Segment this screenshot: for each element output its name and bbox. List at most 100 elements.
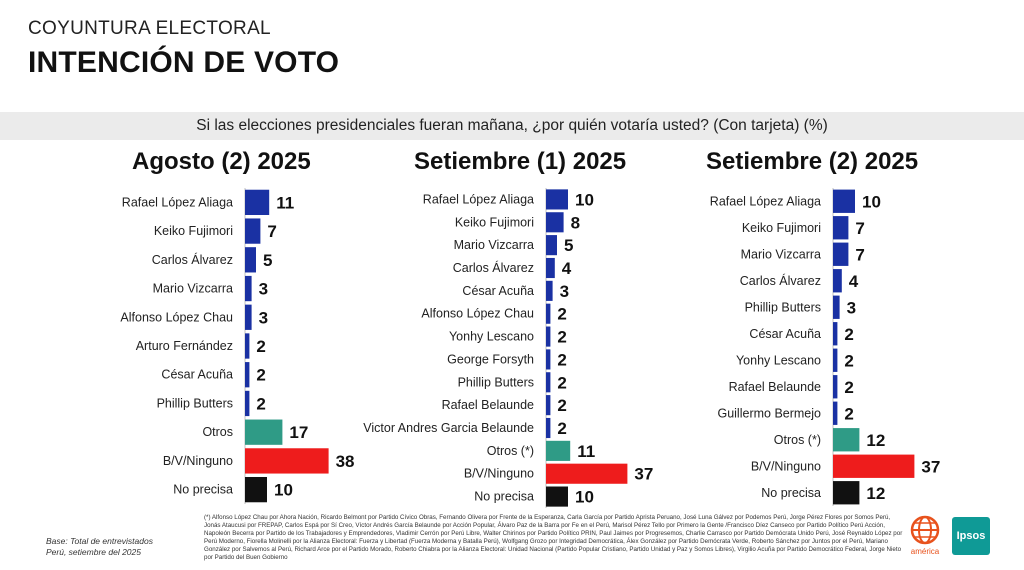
bar (245, 333, 250, 359)
bar (546, 349, 551, 370)
bar (833, 401, 838, 425)
category-label: Arturo Fernández (136, 339, 233, 353)
bar (245, 247, 256, 273)
category-label: Keiko Fujimori (742, 221, 821, 235)
data-label: 10 (575, 190, 594, 209)
data-label: 10 (274, 481, 293, 500)
chart-title: Setiembre (2) 2025 (706, 148, 919, 175)
bar (546, 417, 551, 439)
category-label: Phillip Butters (745, 300, 821, 314)
ipsos-logo: Ipsos (952, 517, 990, 555)
bar (833, 216, 849, 240)
data-label: 17 (289, 423, 308, 442)
category-label: No precisa (761, 486, 821, 500)
bar (546, 257, 555, 279)
data-label: 38 (336, 452, 355, 471)
bar (245, 419, 283, 445)
footnote: (*) Alfonso López Chau por Ahora Nación,… (204, 514, 903, 561)
category-label: No precisa (173, 483, 233, 497)
bar (833, 348, 838, 372)
category-label: Yonhy Lescano (449, 330, 534, 344)
data-label: 8 (571, 213, 580, 232)
category-label: Phillip Butters (458, 375, 534, 389)
data-label: 3 (560, 282, 569, 301)
data-label: 3 (259, 308, 268, 327)
data-label: 2 (844, 351, 853, 370)
bar (245, 189, 270, 216)
svg-text:américa: américa (911, 547, 940, 556)
base-note-line: Perú, setiembre del 2025 (46, 547, 141, 557)
data-label: 11 (577, 442, 595, 461)
bar (245, 362, 250, 388)
base-note-line: Base: Total de entrevistados (46, 536, 153, 546)
bar (245, 275, 252, 302)
category-label: Alfonso López Chau (421, 307, 534, 321)
bar (546, 463, 628, 484)
category-label: Mario Vizcarra (153, 282, 233, 296)
data-label: 4 (562, 259, 572, 278)
bar (833, 375, 838, 399)
bar (833, 295, 840, 319)
category-label: Otros (202, 425, 233, 439)
category-label: César Acuña (161, 368, 233, 382)
bar (546, 235, 557, 256)
data-label: 2 (844, 404, 853, 423)
bar-chart: Rafael López Aliaga 10 Keiko Fujimori 7 Mari… (710, 188, 940, 506)
data-label: 37 (921, 457, 940, 476)
bar (833, 428, 860, 452)
bar (833, 189, 855, 213)
data-label: 2 (256, 394, 265, 413)
data-label: 3 (847, 298, 856, 317)
data-label: 2 (256, 337, 265, 356)
bar (833, 322, 838, 346)
bar (546, 395, 551, 416)
data-label: 12 (866, 484, 885, 503)
category-label: B/V/Ninguno (163, 454, 233, 468)
category-label: Rafael Belaunde (729, 380, 821, 394)
data-label: 7 (855, 219, 864, 238)
data-label: 2 (557, 396, 566, 415)
bar (546, 280, 553, 301)
category-label: César Acuña (462, 284, 534, 298)
category-label: No precisa (474, 490, 534, 504)
america-logo: américa (908, 515, 942, 557)
bar (833, 269, 842, 293)
data-label: 2 (557, 350, 566, 369)
data-label: 7 (855, 245, 864, 264)
data-label: 2 (557, 373, 566, 392)
category-label: Rafael López Aliaga (423, 192, 534, 206)
data-label: 2 (557, 328, 566, 347)
data-label: 10 (575, 488, 594, 507)
data-label: 2 (844, 325, 853, 344)
bar (546, 372, 551, 393)
category-label: B/V/Ninguno (751, 459, 821, 473)
bar (245, 476, 267, 503)
category-label: Keiko Fujimori (455, 215, 534, 229)
category-label: Victor Andres Garcia Belaunde (363, 421, 534, 435)
survey-question: Si las elecciones presidenciales fueran … (0, 112, 1024, 140)
category-label: Rafael López Aliaga (122, 195, 233, 209)
category-label: Phillip Butters (157, 396, 233, 410)
page-title: INTENCIÓN DE VOTO (28, 46, 340, 79)
bar (546, 486, 568, 507)
category-label: Carlos Álvarez (740, 273, 821, 288)
bar-chart: Rafael López Aliaga 10 Keiko Fujimori 8 Mari… (363, 188, 653, 508)
data-label: 4 (849, 272, 859, 291)
data-label: 2 (557, 419, 566, 438)
category-label: Carlos Álvarez (453, 260, 534, 275)
bar (546, 326, 551, 347)
bar (546, 189, 568, 210)
bar (245, 448, 329, 474)
data-label: 12 (866, 431, 885, 450)
category-label: Guillermo Bermejo (717, 406, 821, 420)
data-label: 7 (267, 222, 276, 241)
bar (546, 212, 564, 233)
bar (833, 242, 849, 266)
data-label: 5 (263, 251, 272, 270)
data-label: 37 (634, 465, 653, 484)
chart-title: Agosto (2) 2025 (132, 148, 311, 175)
category-label: Otros (*) (487, 444, 534, 458)
category-label: César Acuña (749, 327, 821, 341)
category-label: B/V/Ninguno (464, 467, 534, 481)
data-label: 2 (256, 366, 265, 385)
